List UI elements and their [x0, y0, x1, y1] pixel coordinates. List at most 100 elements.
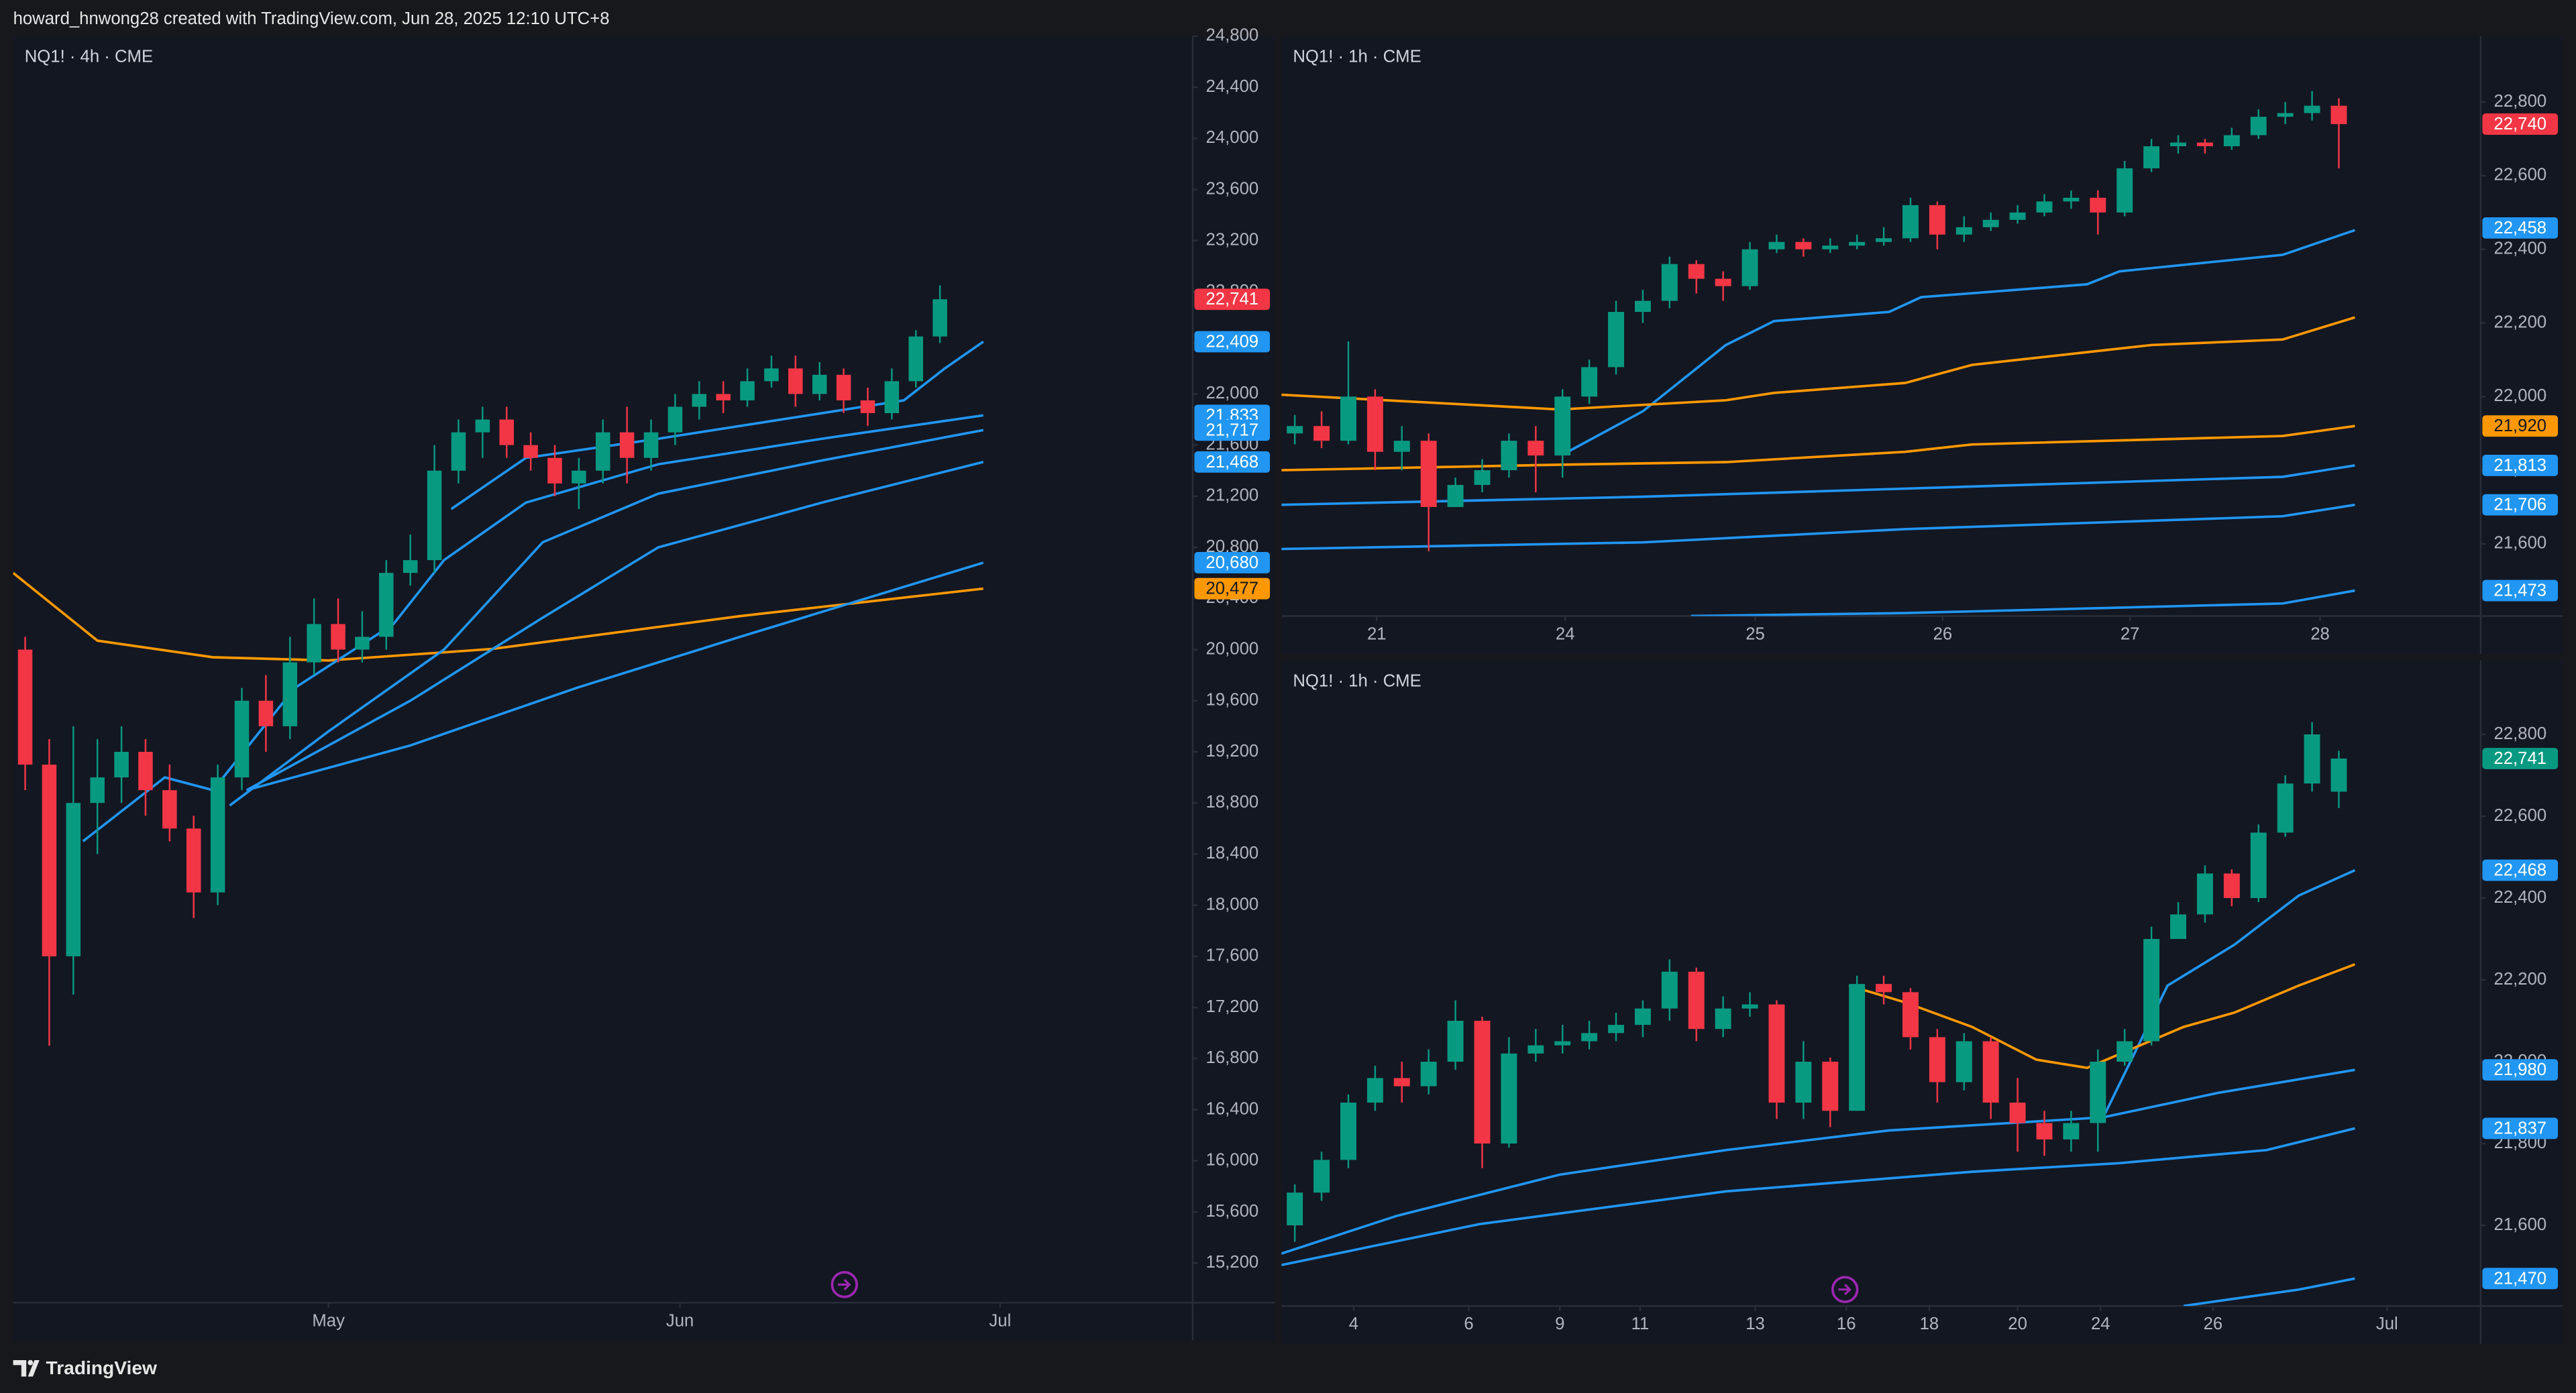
candle-body [1876, 984, 1892, 993]
candle-body [1527, 441, 1544, 456]
candle-body [1554, 396, 1571, 456]
candle-body [1741, 1004, 1758, 1009]
candle-body [379, 573, 394, 637]
price-badge-label: 20,477 [1205, 579, 1258, 598]
x-tick-label: 13 [1746, 1315, 1765, 1333]
x-tick-label: 6 [1464, 1315, 1473, 1333]
panel-background [13, 36, 1275, 1341]
candle-body [1420, 1062, 1437, 1086]
candle-body [667, 406, 683, 433]
x-tick-label: 18 [1920, 1315, 1939, 1333]
plot-area [1281, 91, 2356, 616]
candle-body [1715, 278, 1731, 286]
candle-body [282, 662, 298, 726]
candle-body [884, 381, 900, 414]
candle-body [932, 299, 947, 337]
x-tick-label: 28 [2310, 624, 2330, 643]
candle-body [355, 636, 370, 650]
candle-body [1608, 312, 1624, 368]
candle-body [908, 336, 924, 382]
x-tick-label: 24 [2091, 1315, 2110, 1333]
candle-body [2277, 783, 2294, 833]
x-tick-label: 16 [1837, 1315, 1856, 1333]
price-badge [2482, 1117, 2559, 1139]
x-tick-label: May [312, 1311, 345, 1330]
candle-body [138, 751, 153, 791]
candle-body [1902, 992, 1919, 1038]
candle-body [90, 777, 105, 803]
candle-body [572, 470, 586, 484]
candle-body [1287, 426, 1303, 434]
candle-body [1340, 396, 1356, 441]
candle-body [2009, 1103, 2026, 1123]
candle-body [1661, 971, 1678, 1009]
y-tick-label: 17,600 [1206, 946, 1259, 965]
candle-body [475, 419, 490, 433]
candle-body [1822, 1062, 1839, 1111]
y-tick-label: 24,800 [1206, 26, 1259, 45]
y-tick-label: 22,800 [2494, 724, 2547, 743]
x-tick-label: 27 [2121, 624, 2140, 643]
candle-body [2250, 117, 2267, 135]
x-tick-label: Jul [2376, 1315, 2398, 1333]
moving-average-line [1281, 1068, 2355, 1255]
price-badge-label: 22,409 [1205, 333, 1258, 351]
price-badge [2482, 1268, 2559, 1290]
candle-body [860, 400, 875, 414]
candle-body [1849, 984, 1866, 1111]
candle-body [1822, 245, 1839, 249]
candle-body [1876, 238, 1892, 242]
candle-body [1929, 205, 1945, 235]
candle-body [1795, 241, 1812, 249]
candle-body [1741, 249, 1758, 286]
y-tick-label: 16,800 [1206, 1048, 1259, 1067]
candle-body [1902, 205, 1919, 239]
candle-body [1581, 1033, 1598, 1042]
candle-body [499, 419, 515, 445]
moving-average-line [1281, 503, 2355, 551]
y-tick-label: 15,200 [1206, 1253, 1259, 1272]
y-tick-label: 16,000 [1206, 1151, 1259, 1170]
candle-body [331, 624, 345, 650]
price-badge-label: 21,813 [2493, 456, 2546, 475]
price-badge [1194, 419, 1271, 441]
candle-body [836, 374, 851, 400]
candle-body [2063, 197, 2080, 202]
candle-body [2143, 939, 2160, 1042]
candle-body [812, 374, 827, 394]
candle-body [210, 777, 225, 893]
candle-body [1768, 241, 1785, 249]
price-badge [2482, 455, 2559, 476]
candle-body [2196, 142, 2213, 147]
candle-body [258, 700, 274, 726]
moving-average-line [450, 340, 984, 510]
candle-body [1447, 1021, 1464, 1062]
candle-body [1849, 241, 1866, 246]
y-tick-label: 22,200 [2494, 313, 2547, 331]
moving-average-line [1281, 425, 2355, 471]
x-tick-label: 11 [1631, 1315, 1650, 1333]
x-tick-label: 26 [1933, 624, 1953, 643]
y-tick-label: 17,200 [1206, 997, 1259, 1016]
candle-body [66, 803, 81, 956]
price-badge-label: 21,470 [2493, 1269, 2546, 1288]
candle-body [402, 560, 418, 573]
moving-average-line [1848, 963, 2356, 1070]
candle-body [1340, 1103, 1356, 1160]
candle-body [1313, 426, 1330, 441]
y-tick-label: 22,000 [1206, 384, 1259, 402]
y-tick-label: 23,200 [1206, 231, 1259, 249]
x-tick-label: Jun [666, 1311, 694, 1330]
y-tick-label: 24,000 [1206, 128, 1259, 147]
price-badge [2482, 859, 2559, 881]
price-badge [2482, 217, 2559, 239]
candle-body [596, 432, 610, 471]
candle-body [2036, 1123, 2053, 1139]
candle-body [1955, 227, 1972, 235]
candle-body [2090, 197, 2106, 213]
y-tick-label: 21,200 [1206, 486, 1259, 505]
price-badge [1194, 577, 1271, 600]
y-tick-label: 22,800 [2494, 92, 2547, 111]
moving-average-line [13, 571, 983, 662]
